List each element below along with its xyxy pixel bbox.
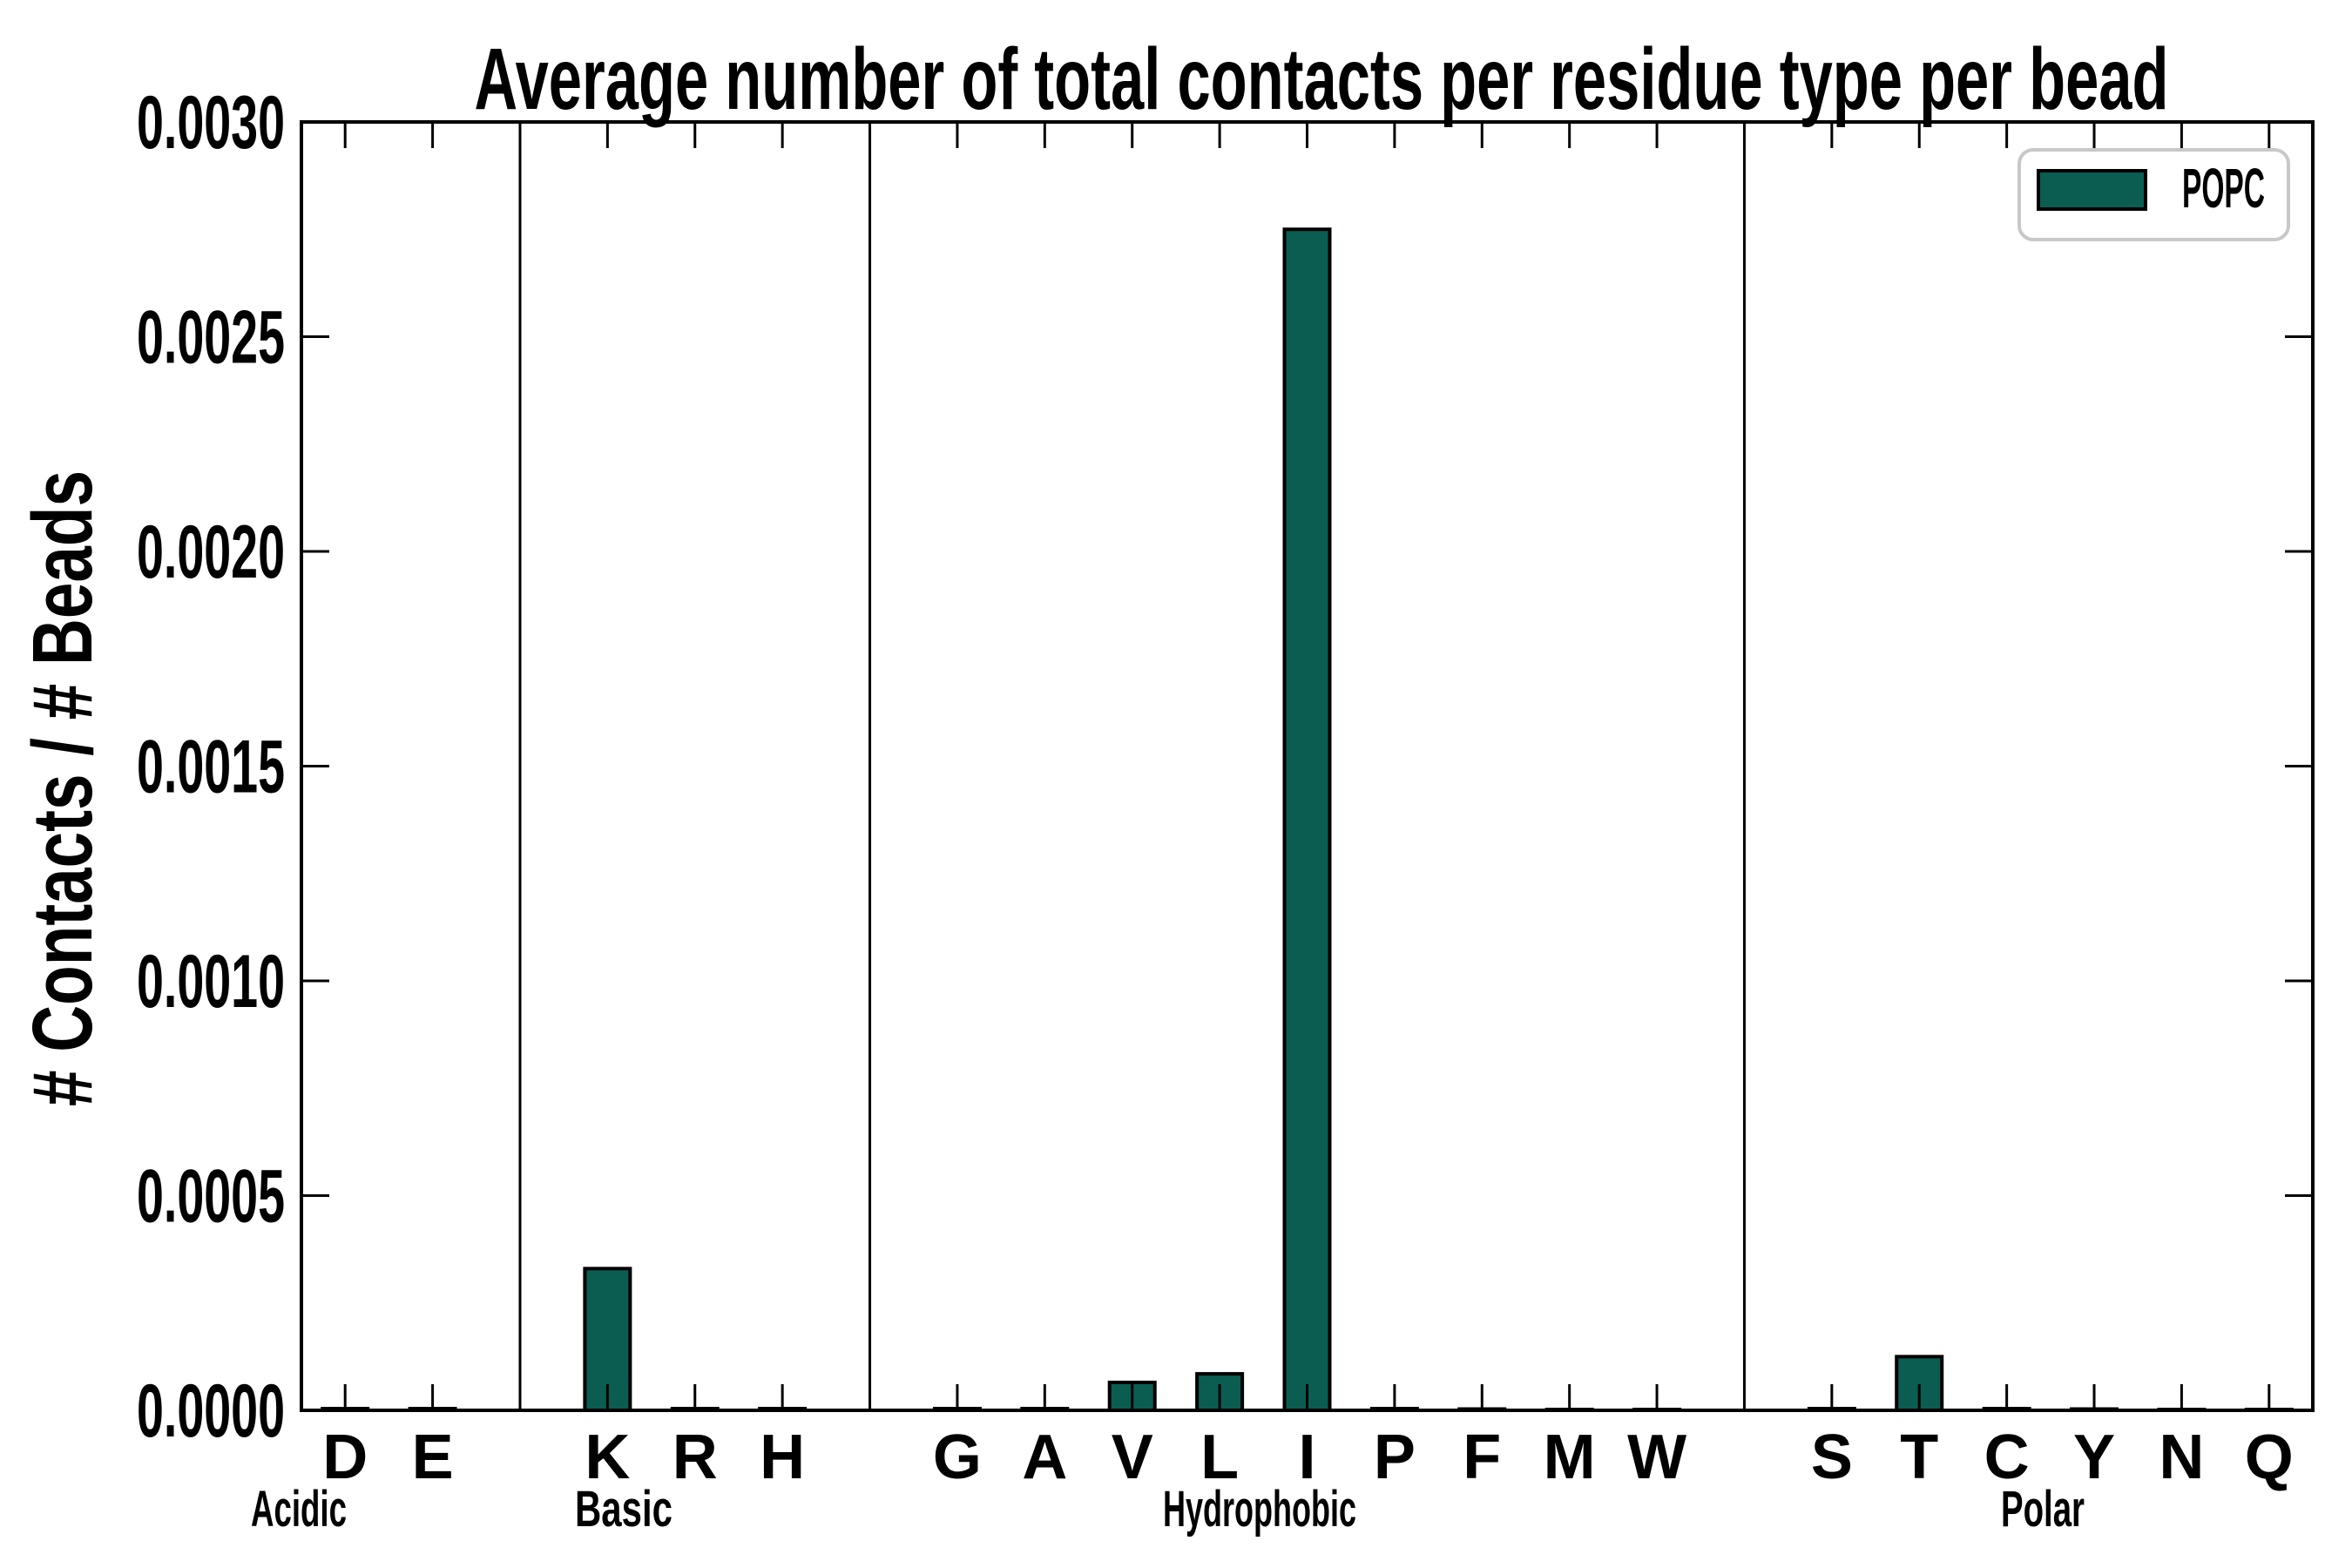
x-tick-label-A: A bbox=[1022, 1423, 1067, 1492]
x-tick-label-L: L bbox=[1200, 1423, 1239, 1492]
y-tick-label: 0.0020 bbox=[137, 510, 285, 594]
x-tick-label-K: K bbox=[585, 1423, 630, 1492]
x-tick-label-Q: Q bbox=[2245, 1423, 2294, 1492]
group-label-acidic: Acidic bbox=[251, 1481, 347, 1538]
x-tick-label-F: F bbox=[1463, 1423, 1501, 1492]
x-tick-label-C: C bbox=[1984, 1423, 2030, 1492]
y-tick-label: 0.0025 bbox=[137, 296, 285, 380]
x-tick-label-H: H bbox=[760, 1423, 805, 1492]
y-tick-label: 0.0000 bbox=[137, 1369, 285, 1453]
x-tick-label-E: E bbox=[412, 1423, 454, 1492]
x-tick-label-I: I bbox=[1298, 1423, 1315, 1492]
legend: POPC bbox=[2017, 148, 2290, 241]
group-label-polar: Polar bbox=[2001, 1481, 2085, 1538]
x-tick-label-Y: Y bbox=[2073, 1423, 2115, 1492]
y-axis-label: # Contacts / # Beads bbox=[15, 470, 110, 1106]
y-tick-label: 0.0010 bbox=[137, 940, 285, 1024]
legend-label-popc: POPC bbox=[2182, 157, 2265, 220]
plot-border bbox=[300, 120, 2315, 1412]
x-tick-label-W: W bbox=[1627, 1423, 1686, 1492]
y-tick-label: 0.0005 bbox=[137, 1155, 285, 1239]
x-tick-label-N: N bbox=[2159, 1423, 2204, 1492]
y-tick-label: 0.0030 bbox=[137, 81, 285, 165]
legend-swatch-popc bbox=[2037, 169, 2147, 211]
x-tick-label-G: G bbox=[933, 1423, 982, 1492]
x-tick-label-V: V bbox=[1112, 1423, 1153, 1492]
bar-I bbox=[1282, 227, 1332, 1412]
x-tick-label-T: T bbox=[1900, 1423, 1938, 1492]
group-label-basic: Basic bbox=[575, 1481, 672, 1538]
chart-title: Average number of total contacts per res… bbox=[475, 30, 2169, 128]
group-label-hydrophobic: Hydrophobic bbox=[1163, 1481, 1356, 1538]
x-tick-label-R: R bbox=[672, 1423, 718, 1492]
x-tick-label-S: S bbox=[1811, 1423, 1853, 1492]
x-tick-label-D: D bbox=[322, 1423, 368, 1492]
x-tick-label-M: M bbox=[1544, 1423, 1596, 1492]
y-tick-label: 0.0015 bbox=[137, 726, 285, 809]
x-tick-label-P: P bbox=[1374, 1423, 1416, 1492]
